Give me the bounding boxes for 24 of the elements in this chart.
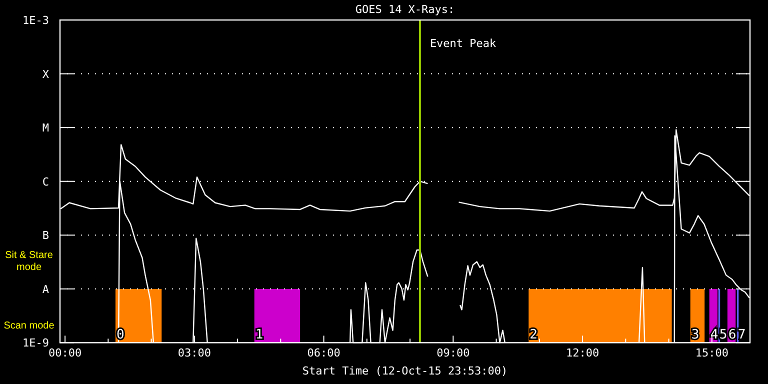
band-label: 2 bbox=[530, 328, 538, 343]
band-label: 6 bbox=[728, 328, 736, 343]
band-label: 3 bbox=[691, 328, 700, 343]
text: Sit & Stare mode bbox=[5, 250, 54, 274]
x-tick-label: 12:00 bbox=[566, 346, 600, 360]
y-tick-label: C bbox=[42, 175, 49, 188]
x-tick-label: 00:00 bbox=[48, 346, 82, 360]
y-tick-label: 1E-9 bbox=[22, 336, 49, 350]
band-label: 5 bbox=[719, 328, 728, 343]
x-tick-label: 15:00 bbox=[695, 346, 728, 360]
x-tick-label: 03:00 bbox=[178, 346, 211, 360]
x-tick-label: 06:00 bbox=[307, 346, 340, 360]
band-label: 7 bbox=[738, 328, 746, 343]
y-tick-label: 1E-3 bbox=[22, 14, 49, 27]
y-tick-label: X bbox=[42, 68, 50, 81]
x-tick-label: 09:00 bbox=[436, 346, 470, 360]
chart-title: GOES 14 X-Rays: bbox=[355, 3, 455, 16]
y-tick-label: A bbox=[42, 282, 50, 296]
ref-line-label: Event Peak bbox=[430, 37, 497, 50]
x-axis-title: Start Time (12-Oct-15 23:53:00) bbox=[302, 364, 508, 378]
band-label: 1 bbox=[255, 328, 264, 343]
y-tick-label: B bbox=[42, 229, 50, 242]
y-tick-label: M bbox=[42, 122, 50, 135]
text: Scan mode bbox=[4, 320, 55, 332]
